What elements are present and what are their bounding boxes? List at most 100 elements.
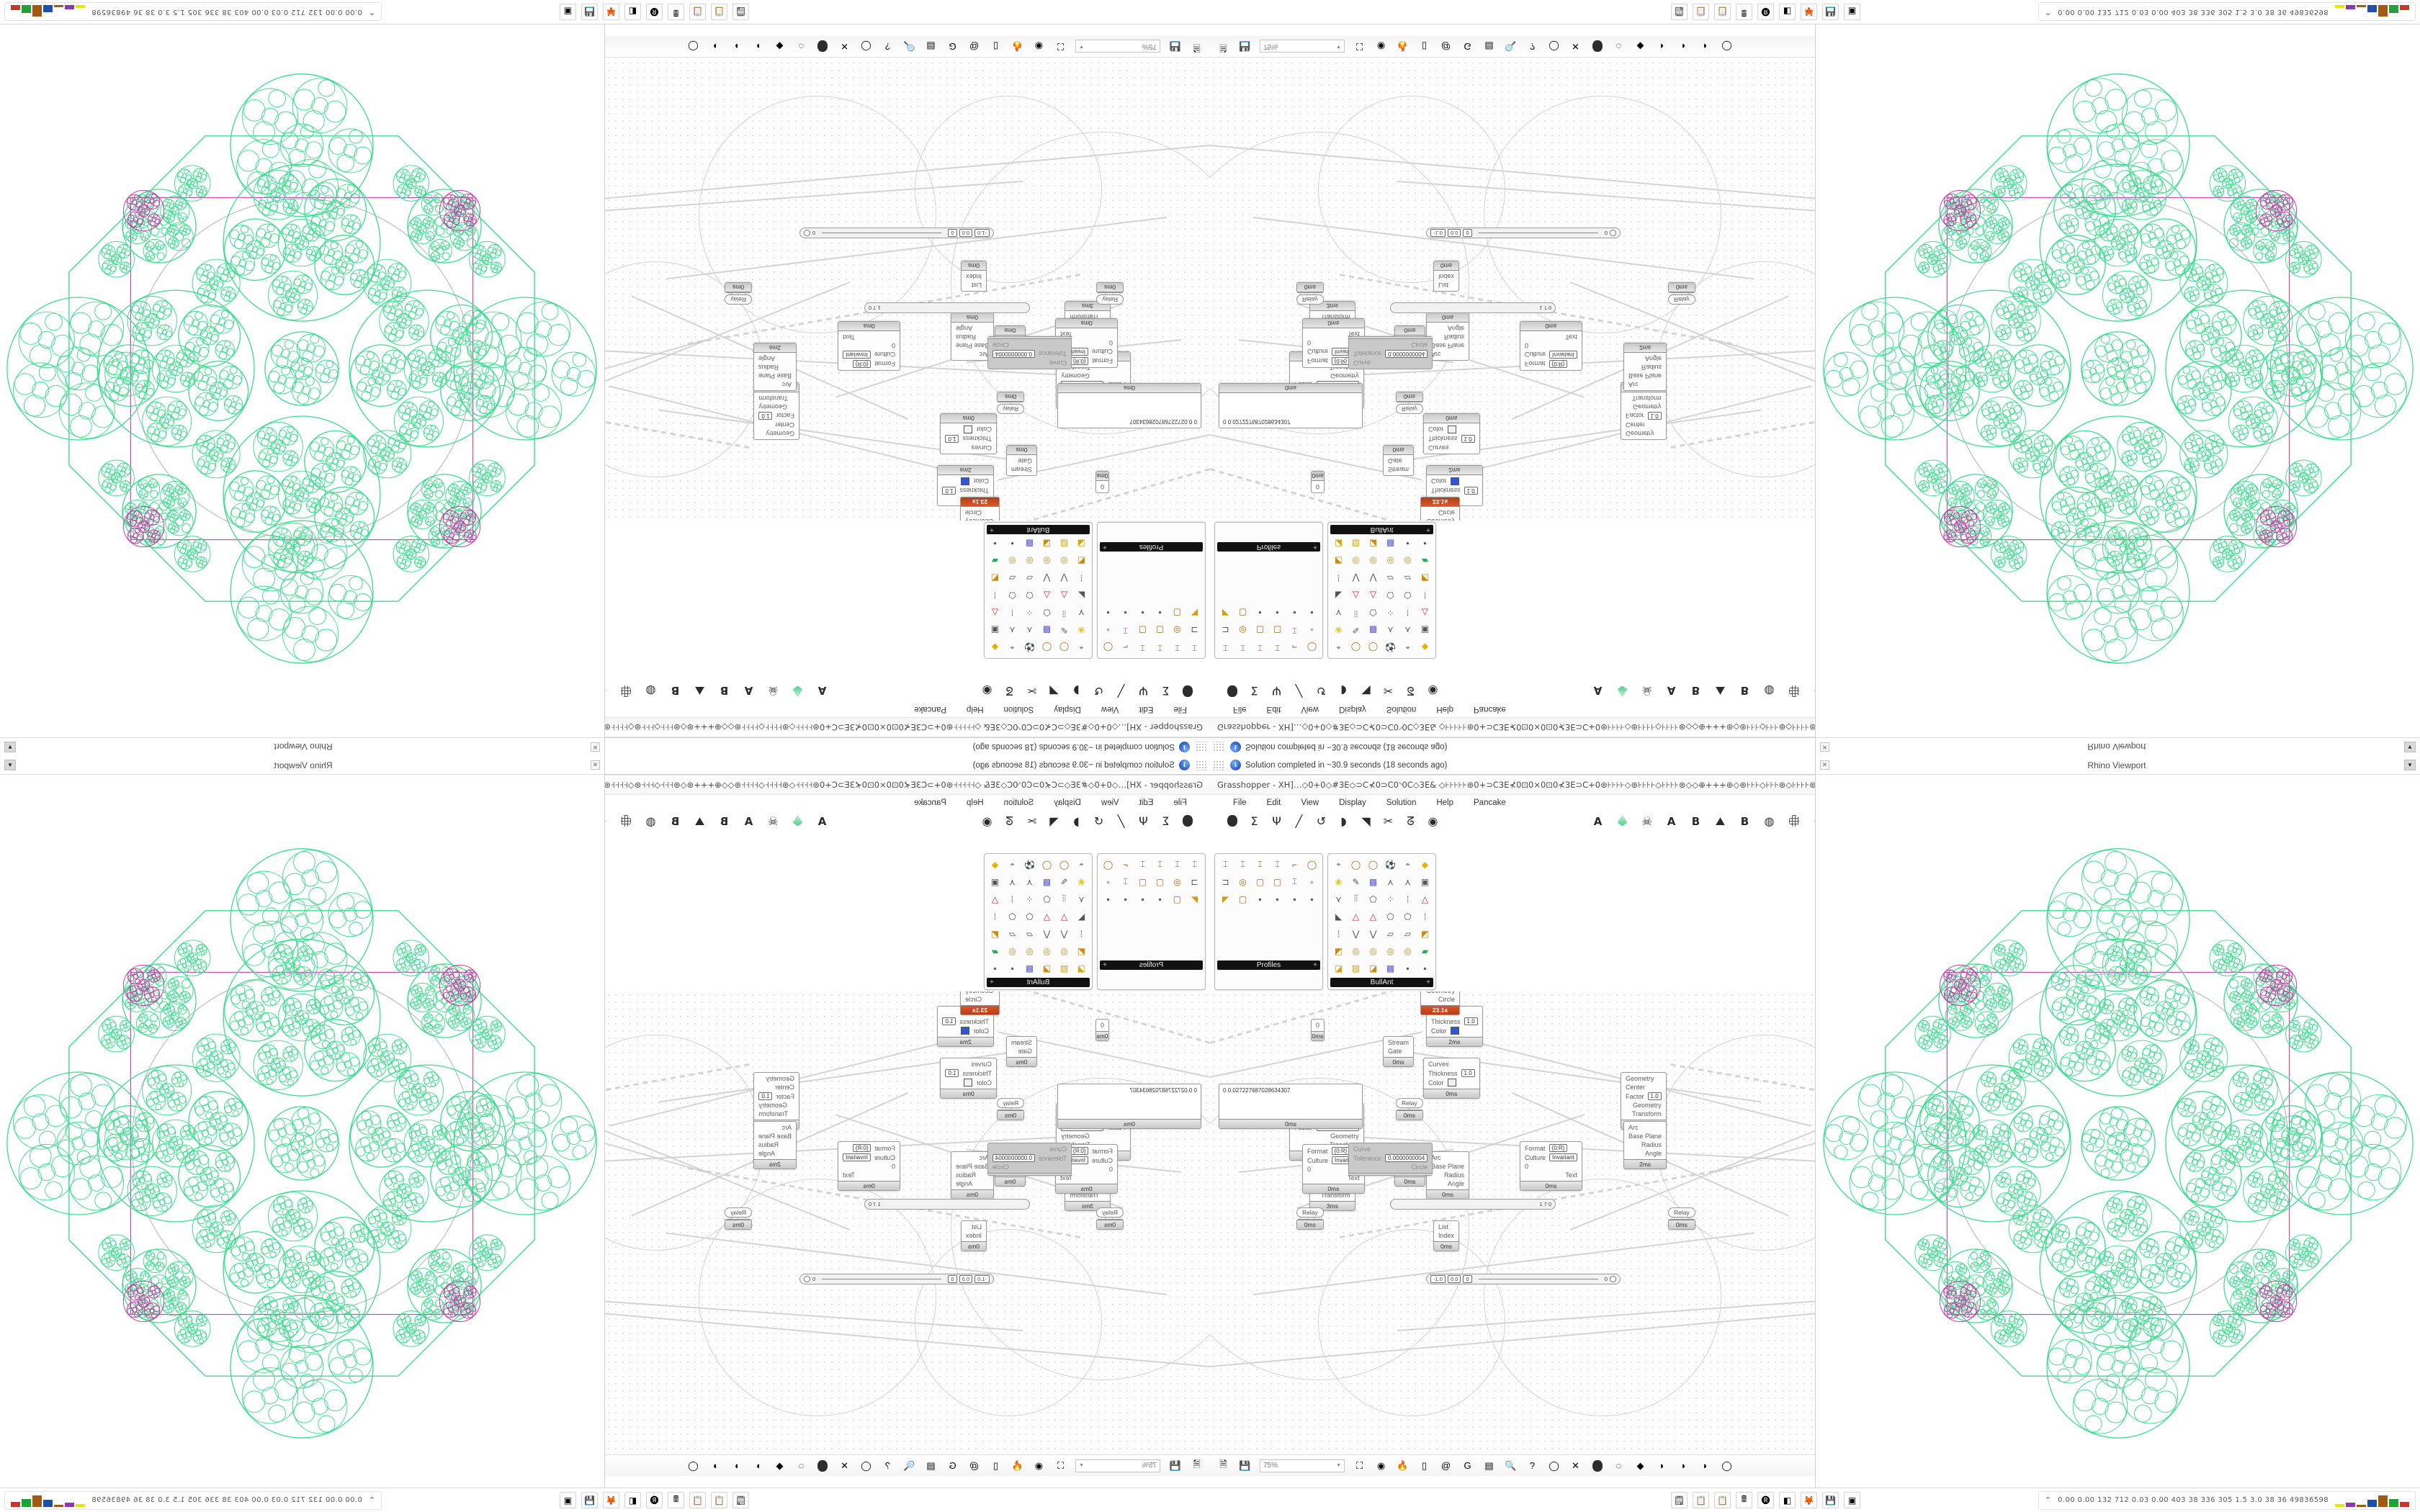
- node-param-value[interactable]: 1.0: [1461, 435, 1475, 443]
- list3-icon[interactable]: ⁞: [993, 590, 997, 601]
- poly3-icon[interactable]: ⬠: [1008, 590, 1016, 601]
- at-icon[interactable]: @: [1440, 41, 1451, 52]
- list3-icon[interactable]: ⁞: [1423, 911, 1427, 922]
- box-section2-icon[interactable]: ▢: [1273, 876, 1282, 887]
- poly2-icon[interactable]: ⬠: [1026, 590, 1034, 601]
- scatter-icon[interactable]: ⁘: [1386, 894, 1394, 904]
- gradient-icon[interactable]: ▰: [1421, 556, 1429, 567]
- profiles-expand-icon[interactable]: +: [1103, 543, 1107, 551]
- I-beam-icon[interactable]: ⌶: [1222, 643, 1229, 653]
- blob-icon[interactable]: [1226, 814, 1238, 829]
- vee-icon[interactable]: ⋁: [1060, 573, 1068, 584]
- flag-icon[interactable]: ◤: [1222, 608, 1229, 618]
- mesh2-icon[interactable]: ◓: [1404, 859, 1411, 870]
- node-param-value[interactable]: {0:R}: [1331, 1147, 1350, 1155]
- surface-icon[interactable]: ◪: [1077, 963, 1086, 973]
- node-param-value[interactable]: Invariant: [1549, 1153, 1577, 1161]
- ball-icon[interactable]: ⚽: [1385, 642, 1396, 653]
- graph-icon[interactable]: ⋎: [1078, 608, 1085, 618]
- gh-relay[interactable]: Relay 0ms: [1096, 1207, 1124, 1230]
- tab-b2-icon[interactable]: B: [1740, 684, 1749, 697]
- mesh2-icon[interactable]: ◓: [1404, 642, 1411, 653]
- gh-node-panel-num[interactable]: 0 0.027227687028634307 0ms: [1057, 383, 1201, 428]
- tri-red3-icon[interactable]: △: [991, 894, 999, 904]
- taskbar-firefox-icon[interactable]: 🦊: [1801, 4, 1817, 20]
- box-section2-icon[interactable]: ▢: [1138, 625, 1147, 636]
- slider-step[interactable]: 0.0: [1447, 229, 1461, 237]
- box-section2-icon[interactable]: ▢: [1138, 876, 1147, 887]
- tab-b-icon[interactable]: B: [1691, 815, 1700, 828]
- eye-icon[interactable]: ◉: [982, 684, 992, 698]
- sigma-icon[interactable]: Σ: [1162, 684, 1170, 698]
- node-param-value[interactable]: 1.0: [1461, 1069, 1475, 1077]
- panel-caption-profiles[interactable]: Profiles +: [1217, 960, 1320, 970]
- tri-red3-icon[interactable]: △: [1421, 894, 1429, 904]
- gh-node-arc-b[interactable]: Arc Base Plane Radius Angle 2ms: [753, 343, 797, 391]
- frame2-icon[interactable]: ▱: [1008, 573, 1016, 584]
- sigma-icon[interactable]: Σ: [1162, 814, 1170, 828]
- node-param-value[interactable]: 1.0: [758, 412, 773, 420]
- graph-icon[interactable]: ⋎: [1335, 608, 1342, 618]
- taskbar-notepad-icon[interactable]: 📋: [711, 4, 727, 20]
- triangle-red-icon[interactable]: △: [1060, 590, 1068, 601]
- triangle-icon[interactable]: ◥: [1361, 684, 1371, 698]
- node-param-value[interactable]: 1.0: [942, 487, 956, 495]
- frame2-icon[interactable]: ▱: [1404, 928, 1412, 939]
- square-tube-icon[interactable]: ▢: [1173, 894, 1182, 904]
- doc-icon[interactable]: ▤: [926, 41, 936, 53]
- bars-icon[interactable]: ⦙⦙: [1062, 608, 1067, 618]
- save-icon[interactable]: 💾: [1169, 1459, 1181, 1471]
- sphere-grid-icon[interactable]: ❀: [1077, 876, 1085, 887]
- mask-icon[interactable]: ◍: [1764, 684, 1775, 698]
- menu-item-view[interactable]: View: [1101, 705, 1119, 714]
- ring-icon[interactable]: ◯: [1350, 859, 1361, 870]
- angle-icon[interactable]: ⌐: [1291, 642, 1297, 653]
- tri-red3-icon[interactable]: △: [1421, 608, 1429, 618]
- gh-node-tiny-o[interactable]: 0 0ms: [1311, 1019, 1325, 1041]
- taskbar-terminal-icon[interactable]: ▣: [1844, 4, 1860, 20]
- square-tube-icon[interactable]: ▢: [1238, 894, 1247, 904]
- sphere-grid-icon[interactable]: ❀: [1077, 625, 1085, 636]
- teal-blob-icon[interactable]: ◗: [1659, 1460, 1665, 1471]
- plane-icon[interactable]: ◣: [1335, 911, 1343, 922]
- panel-icon[interactable]: ▨: [1059, 539, 1069, 549]
- menu-item-file[interactable]: File: [1233, 798, 1247, 807]
- gh-node-preview-white[interactable]: Curves Thickness 1.0 Color 0ms: [1423, 413, 1480, 454]
- I-beam2-icon[interactable]: ⌶: [1240, 859, 1246, 869]
- branch2-icon[interactable]: ⋏: [1009, 625, 1016, 636]
- viewport-canvas[interactable]: [1816, 0, 2420, 737]
- bulb-icon[interactable]: ◯: [1549, 1459, 1559, 1471]
- black-blob-icon[interactable]: [816, 1459, 830, 1472]
- mask-icon[interactable]: ◍: [1764, 814, 1775, 828]
- node-param-value[interactable]: {0:R}: [852, 1144, 871, 1152]
- gh-node-solver[interactable]: GeometryTQFixSphereGeometryCircle23.1s: [1420, 991, 1461, 1015]
- tray-caret-icon[interactable]: ⌃: [2044, 7, 2052, 16]
- gh-node-circle-fit[interactable]: Curve Tolerance 0.0000000004 Circle: [987, 1143, 1072, 1176]
- torus-icon[interactable]: ◎: [1060, 556, 1068, 567]
- I-section2-icon[interactable]: ⌶: [1139, 643, 1146, 653]
- taskbar-notepad-icon[interactable]: 📋: [1693, 1492, 1709, 1508]
- taskbar-notepad2-icon[interactable]: 📋: [1714, 4, 1731, 20]
- menu-item-pancake[interactable]: Pancake: [1474, 798, 1506, 807]
- taskbar-blackwhite-app-icon[interactable]: ◧: [1779, 1492, 1796, 1508]
- slash-icon[interactable]: ╱: [1117, 684, 1125, 698]
- list-icon[interactable]: ⁞: [1337, 928, 1340, 939]
- ribbon-icon[interactable]: 🔥: [1397, 41, 1409, 53]
- slider-value[interactable]: 0: [1463, 1275, 1472, 1283]
- slider-value[interactable]: 0: [948, 229, 957, 237]
- blue-blob-icon[interactable]: ◯: [688, 41, 699, 53]
- ring-icon[interactable]: ◯: [1350, 642, 1361, 653]
- gh-node-preview-white[interactable]: Curves Thickness 1.0 Color 0ms: [940, 1058, 997, 1099]
- teardrop-icon[interactable]: ◗: [1073, 814, 1080, 828]
- I-beam3-icon[interactable]: ⌶: [1122, 626, 1129, 636]
- new-file-icon[interactable]: 🗎: [1219, 1458, 1227, 1470]
- slider-min[interactable]: -1.0: [1430, 229, 1446, 237]
- menu-item-file[interactable]: File: [1233, 705, 1247, 714]
- help-icon[interactable]: ?: [1529, 1460, 1536, 1471]
- gh-node-panel-num[interactable]: 0 0.027227687028634307 0ms: [1057, 1084, 1201, 1129]
- list2-icon[interactable]: ⁞: [1010, 608, 1014, 618]
- I-beam2-icon[interactable]: ⌶: [1174, 859, 1180, 869]
- gh-node-circle-fit[interactable]: Curve Tolerance 0.0000000004 Circle: [1348, 336, 1433, 369]
- mountain-icon[interactable]: ⛰: [1715, 684, 1726, 698]
- viewport-canvas[interactable]: [0, 0, 604, 737]
